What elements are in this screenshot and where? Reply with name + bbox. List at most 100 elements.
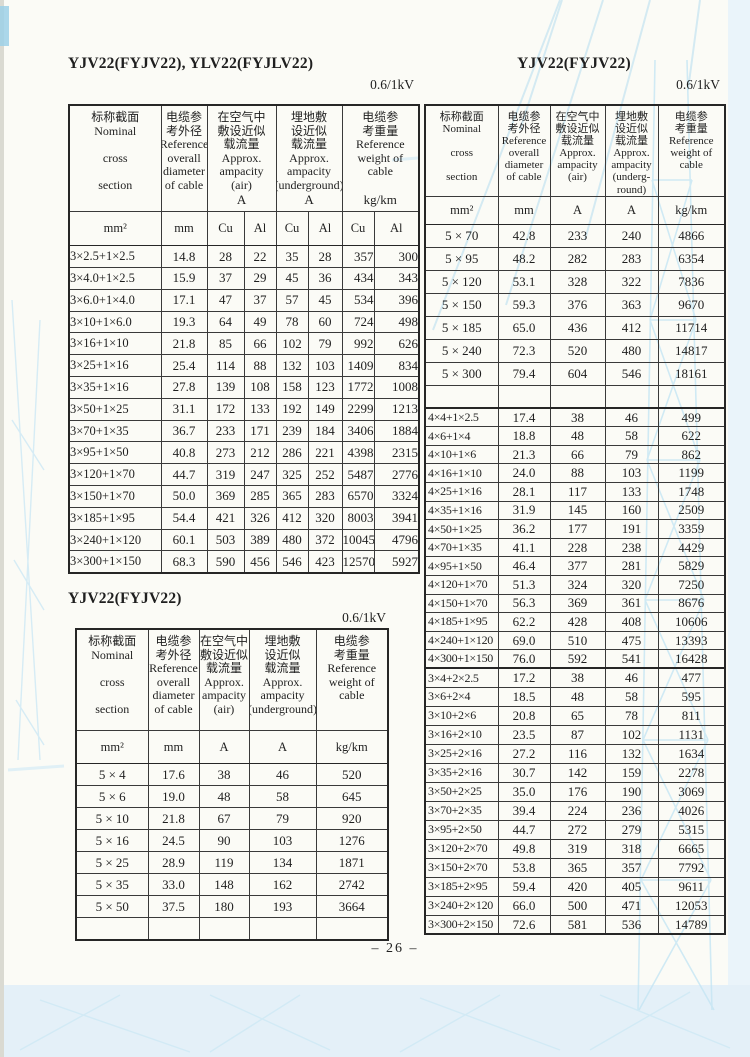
spec-cell: 4×10+1×6 (424, 444, 499, 465)
weight-cell: 6665 (657, 838, 726, 859)
diameter-cell: 28.1 (497, 482, 551, 502)
header-text: 埋地敷 设近似 载流量 Approx. ampacity (undergroun… (249, 634, 316, 716)
diameter-cell: 28.9 (147, 851, 200, 874)
ampacity-air-al-cell: 22 (243, 245, 277, 269)
ampacity-ug-al-cell: 283 (307, 485, 343, 508)
diameter-cell: 33.0 (147, 873, 200, 896)
ampacity-air-cell: 65 (549, 705, 606, 726)
header-text: 标称截面 Nominal cross section (439, 111, 484, 184)
ampacity-air-cu-cell: 319 (206, 463, 245, 487)
diameter-cell: 40.8 (160, 441, 208, 465)
weight-cell: 3069 (657, 781, 726, 802)
diameter-cell: 59.4 (497, 876, 551, 897)
diameter-cell: 56.3 (497, 593, 551, 614)
ampacity-air-cu-cell: 114 (206, 354, 245, 378)
ampacity-ug-cu-cell: 239 (275, 419, 309, 443)
ampacity-air-cu-cell: 139 (206, 376, 245, 399)
weight-cell: 5829 (657, 556, 726, 576)
spec-cell: 3×25+1×16 (68, 354, 162, 378)
ampacity-ug-cell: 160 (604, 500, 659, 521)
ampacity-air-cell: 592 (549, 649, 606, 669)
weight-cell: 595 (657, 686, 726, 707)
ampacity-air-cell: 177 (549, 519, 606, 539)
weight-al-cell: 626 (373, 332, 420, 356)
empty-cell (424, 384, 499, 410)
weight-cu-cell: 8003 (341, 506, 375, 530)
ampacity-air-cell: 38 (549, 667, 606, 688)
table-row: 5 × 240 72.3 520 480 14817 (424, 338, 726, 363)
ampacity-air-cu-cell: 64 (206, 310, 245, 334)
ampacity-ug-cu-cell: 102 (275, 332, 309, 356)
ampacity-ug-cell: 405 (604, 876, 659, 897)
ampacity-ug-al-cell: 103 (307, 354, 343, 378)
spec-cell: 4×25+1×16 (424, 482, 499, 502)
ampacity-air-cu-cell: 233 (206, 419, 245, 443)
unit-cu: Cu (275, 211, 309, 247)
ampacity-ug-cell: 357 (604, 857, 659, 878)
ampacity-air-cell: 604 (549, 361, 606, 386)
weight-cell: 520 (315, 763, 389, 786)
group-header-row: 标称截面 Nominal cross section 电缆参 考外径 Refer… (424, 104, 726, 197)
spec-cell: 3×300+1×150 (68, 550, 162, 574)
weight-cell: 14817 (657, 338, 726, 363)
ampacity-air-cell: 48 (198, 785, 250, 808)
table-header: 标称截面 Nominal cross section 电缆参 考外径 Refer… (424, 104, 726, 225)
weight-al-cell: 498 (373, 310, 420, 334)
section-4plus1-core: 4×4+1×2.5 17.4 38 46 499 4×6+1×4 18.8 48… (424, 407, 726, 669)
table-row: 5 × 10 21.8 67 79 920 (75, 807, 389, 830)
diameter-cell: 65.0 (497, 315, 551, 340)
diameter-cell: 19.0 (147, 785, 200, 808)
ampacity-air-al-cell: 108 (243, 376, 277, 399)
ampacity-air-cell: 116 (549, 743, 606, 764)
diameter-cell: 59.3 (497, 292, 551, 317)
ampacity-air-cell: 142 (549, 762, 606, 783)
col-header-nominal-section: 标称截面 Nominal cross section (75, 628, 149, 731)
empty-cell (315, 917, 389, 940)
weight-cell: 4429 (657, 537, 726, 558)
unit-mm2: mm² (75, 730, 149, 764)
diameter-cell: 37.5 (147, 895, 200, 918)
group-header-row: 标称截面 Nominal cross section 电缆参 考外径 Refer… (68, 104, 420, 213)
col-header-ampacity-underground: 埋地敷 设近似 载流量 Approx. ampacity (undergroun… (275, 104, 343, 213)
weight-cell: 9611 (657, 876, 726, 897)
table-row: 3×35+1×16 27.8 139 108 158 123 1772 1008 (68, 376, 420, 399)
unit-cu: Cu (341, 211, 375, 247)
weight-cell: 13393 (657, 630, 726, 651)
diameter-cell: 39.4 (497, 800, 551, 821)
diameter-cell: 30.7 (497, 762, 551, 783)
spec-cell: 3×240+2×120 (424, 895, 499, 916)
unit-ampere: A (549, 195, 606, 225)
ampacity-air-cu-cell: 421 (206, 506, 245, 530)
table-row: 3×95+2×50 44.7 272 279 5315 (424, 819, 726, 840)
weight-al-cell: 1008 (373, 376, 420, 399)
weight-cu-cell: 10045 (341, 528, 375, 552)
ampacity-air-al-cell: 29 (243, 267, 277, 290)
diameter-cell: 44.7 (497, 819, 551, 840)
col-header-diameter: 电缆参 考外径 Reference overall diameter of ca… (160, 104, 208, 213)
spec-cell: 4×4+1×2.5 (424, 407, 499, 428)
weight-cell: 11714 (657, 315, 726, 340)
header-text: 标称截面 Nominal cross section (88, 634, 137, 716)
weight-cell: 1199 (657, 463, 726, 484)
ampacity-ug-cu-cell: 192 (275, 397, 309, 421)
diameter-cell: 21.8 (147, 807, 200, 830)
ampacity-air-al-cell: 212 (243, 441, 277, 465)
ampacity-air-cell: 500 (549, 895, 606, 916)
ampacity-air-cell: 365 (549, 857, 606, 878)
table-row: 5 × 6 19.0 48 58 645 (75, 785, 389, 808)
spec-cell: 3×16+1×10 (68, 332, 162, 356)
table-row: 4×25+1×16 28.1 117 133 1748 (424, 482, 726, 502)
table-row: 3×50+2×25 35.0 176 190 3069 (424, 781, 726, 802)
spec-cell: 4×185+1×95 (424, 612, 499, 632)
section-divider (424, 384, 726, 410)
ampacity-air-al-cell: 285 (243, 485, 277, 508)
ampacity-air-al-cell: 133 (243, 397, 277, 421)
ampacity-ug-cell: 322 (604, 269, 659, 294)
diameter-cell: 24.5 (147, 829, 200, 852)
table-row: 3×25+2×16 27.2 116 132 1634 (424, 743, 726, 764)
section-5core: 5 × 70 42.8 233 240 4866 5 × 95 48.2 282… (424, 223, 726, 410)
col-header-ampacity-air: 在空气中 敷设近似 载流量 Approx. ampacity (air) (198, 628, 250, 731)
spec-cell: 3×35+1×16 (68, 376, 162, 399)
unit-mm: mm (160, 211, 208, 247)
